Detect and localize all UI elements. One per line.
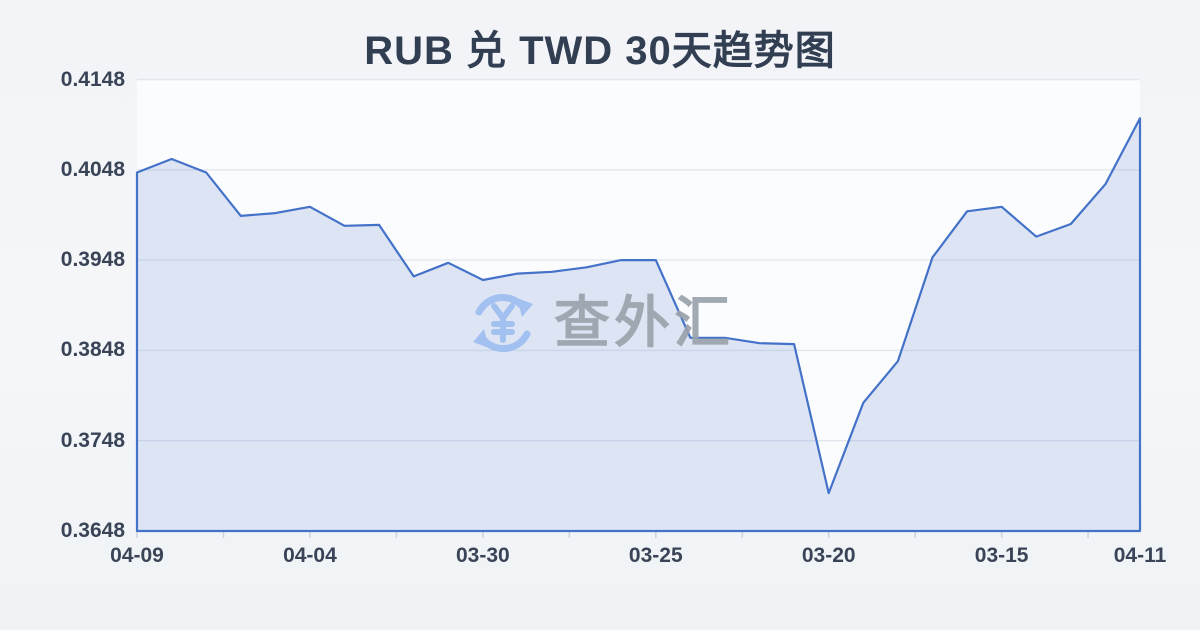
y-axis-label: 0.3948	[60, 248, 125, 272]
x-axis-label: 03-20	[801, 544, 856, 567]
x-axis-label: 04-11	[1113, 544, 1167, 567]
area-series	[135, 117, 1142, 533]
x-axis-label: 03-30	[456, 544, 510, 567]
chart-title: RUB 兑 TWD 30天趋势图	[364, 29, 836, 73]
x-axis-label: 04-09	[110, 544, 164, 567]
x-axis-label: 03-25	[628, 544, 683, 567]
y-axis-label: 0.4148	[60, 67, 125, 91]
y-axis-label: 0.3848	[60, 338, 125, 362]
x-axis-label: 04-04	[283, 544, 337, 567]
plot-area-background	[137, 79, 1140, 531]
x-axis-label: 03-15	[974, 544, 1029, 567]
y-axis-label: 0.3748	[60, 428, 125, 452]
y-axis-label: 0.4048	[60, 157, 125, 181]
y-axis-label: 0.3648	[60, 519, 125, 542]
